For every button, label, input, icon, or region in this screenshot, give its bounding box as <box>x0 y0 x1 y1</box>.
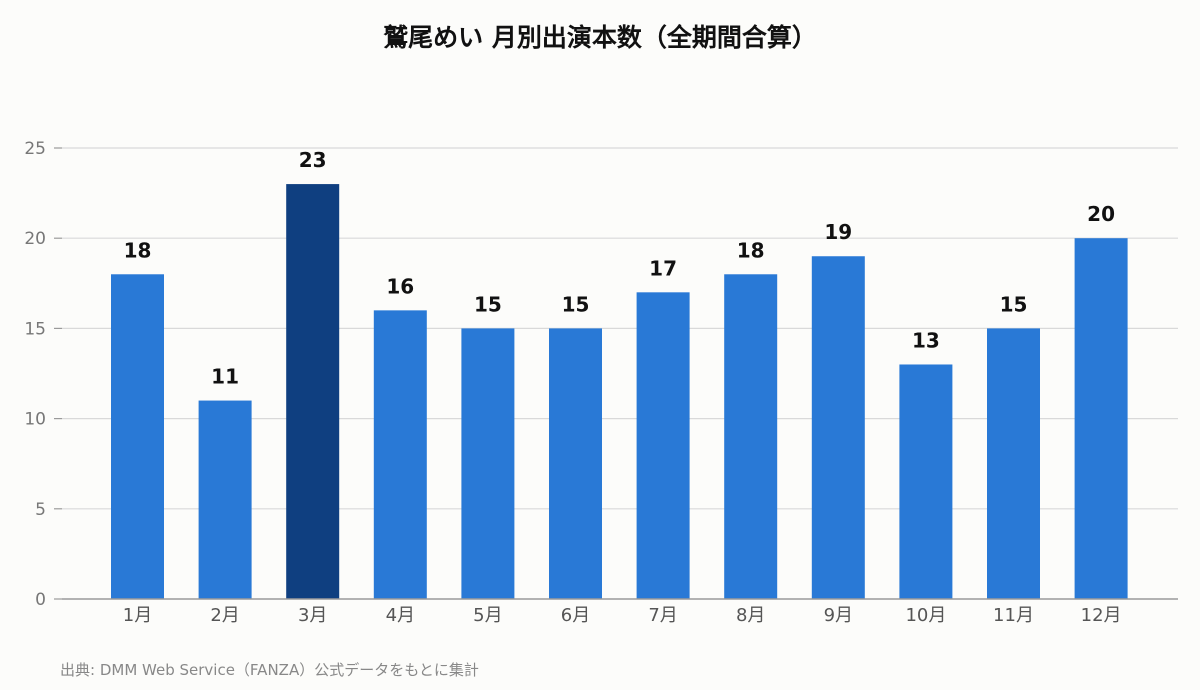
bar <box>461 328 515 599</box>
data-label: 18 <box>124 238 152 262</box>
data-labels: 18 11 23 16 15 15 17 18 19 13 15 20 <box>124 148 1115 388</box>
x-tick-label: 8月 <box>736 605 765 626</box>
data-label: 15 <box>1000 292 1028 316</box>
bar <box>724 274 778 599</box>
bar <box>549 328 602 599</box>
x-tick-label: 7月 <box>648 605 677 626</box>
data-label: 19 <box>824 220 852 244</box>
x-tick-label: 11月 <box>993 605 1034 626</box>
bar <box>1074 238 1128 599</box>
y-tick-label: 20 <box>24 229 46 249</box>
x-tick-label: 6月 <box>561 605 590 626</box>
x-tick-label: 10月 <box>905 605 946 626</box>
y-tick-label: 10 <box>24 410 46 430</box>
y-tick-label: 5 <box>35 500 46 520</box>
x-axis-labels: 1月 2月 3月 4月 5月 6月 7月 8月 9月 10月 11月 12月 <box>123 605 1122 626</box>
bar <box>811 256 865 599</box>
data-label: 16 <box>386 274 414 298</box>
y-axis-ticks: 0 5 10 15 20 25 <box>24 139 62 610</box>
x-tick-label: 4月 <box>386 605 415 626</box>
data-label: 15 <box>474 292 502 316</box>
bar <box>286 184 340 599</box>
bar <box>373 310 427 599</box>
data-label: 20 <box>1087 202 1115 226</box>
x-tick-label: 1月 <box>123 605 152 626</box>
chart-title: 鷲尾めい 月別出演本数（全期間合算） <box>383 23 817 52</box>
bar <box>899 364 953 599</box>
source-note: 出典: DMM Web Service（FANZA）公式データをもとに集計 <box>60 661 479 679</box>
data-label: 17 <box>649 256 677 280</box>
data-label: 15 <box>562 292 590 316</box>
data-label: 18 <box>737 238 765 262</box>
x-tick-label: 3月 <box>298 605 327 626</box>
x-tick-label: 9月 <box>824 605 853 626</box>
x-tick-label: 12月 <box>1081 605 1122 626</box>
bar <box>636 292 690 599</box>
data-label: 11 <box>211 365 239 389</box>
x-tick-label: 5月 <box>473 605 502 626</box>
data-label: 23 <box>299 148 327 172</box>
x-tick-label: 2月 <box>210 605 239 626</box>
y-tick-label: 25 <box>24 139 46 159</box>
bar <box>987 328 1040 599</box>
data-label: 13 <box>912 328 940 352</box>
bar <box>198 400 252 599</box>
y-tick-label: 0 <box>35 590 46 610</box>
bar <box>111 274 164 599</box>
bars <box>111 184 1128 599</box>
y-tick-label: 15 <box>24 319 46 339</box>
